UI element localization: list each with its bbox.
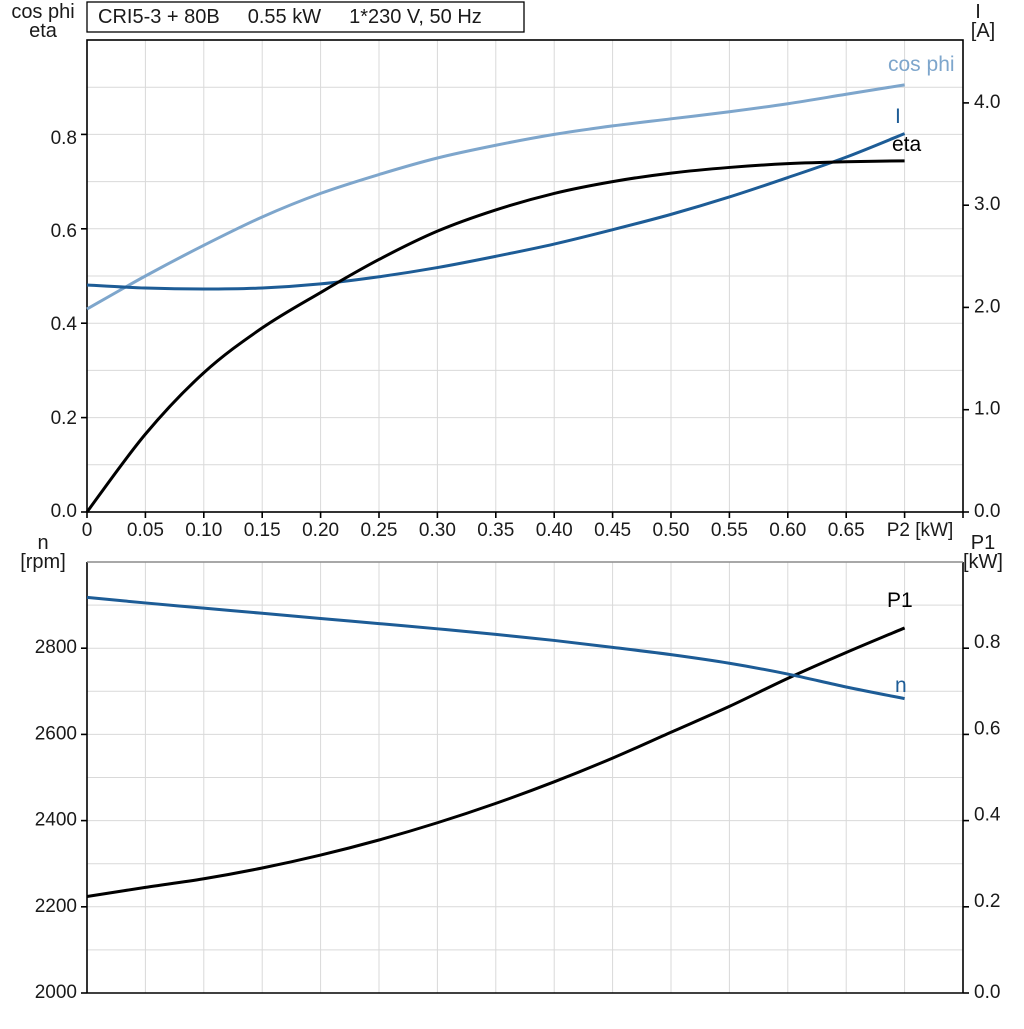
svg-text:0.6: 0.6: [974, 718, 1000, 739]
svg-text:0.55: 0.55: [711, 520, 748, 541]
svg-text:3.0: 3.0: [974, 194, 1000, 215]
svg-text:P2 [kW]: P2 [kW]: [887, 520, 954, 541]
svg-text:2800: 2800: [35, 637, 77, 658]
svg-text:0.8: 0.8: [51, 128, 77, 149]
svg-text:0.0: 0.0: [974, 501, 1000, 522]
svg-text:0.50: 0.50: [653, 520, 690, 541]
svg-text:0.65: 0.65: [828, 520, 865, 541]
svg-text:0.45: 0.45: [594, 520, 631, 541]
svg-text:2000: 2000: [35, 982, 77, 1003]
svg-text:0.20: 0.20: [302, 520, 339, 541]
svg-text:0.4: 0.4: [51, 314, 78, 335]
svg-text:0: 0: [82, 520, 93, 541]
svg-text:0.8: 0.8: [974, 632, 1000, 653]
svg-text:[rpm]: [rpm]: [20, 551, 66, 573]
svg-text:2200: 2200: [35, 896, 77, 917]
svg-text:I: I: [895, 105, 901, 128]
svg-text:0.6: 0.6: [51, 221, 77, 242]
svg-text:2400: 2400: [35, 810, 77, 831]
svg-text:cos phi: cos phi: [888, 53, 955, 76]
svg-text:0.15: 0.15: [244, 520, 281, 541]
svg-text:0.2: 0.2: [974, 891, 1000, 912]
svg-text:0.30: 0.30: [419, 520, 456, 541]
svg-text:0.4: 0.4: [974, 805, 1001, 826]
svg-text:2.0: 2.0: [974, 296, 1000, 317]
svg-text:0.0: 0.0: [51, 501, 77, 522]
svg-text:0.25: 0.25: [361, 520, 398, 541]
svg-text:P1: P1: [887, 589, 913, 612]
svg-text:eta: eta: [29, 20, 58, 42]
svg-text:0.35: 0.35: [477, 520, 514, 541]
svg-text:2600: 2600: [35, 723, 77, 744]
svg-text:[kW]: [kW]: [963, 551, 1003, 573]
svg-text:eta: eta: [892, 133, 922, 156]
svg-text:n: n: [895, 674, 907, 697]
svg-text:0.05: 0.05: [127, 520, 164, 541]
svg-text:0.10: 0.10: [185, 520, 222, 541]
svg-text:1.0: 1.0: [974, 399, 1000, 420]
svg-text:[A]: [A]: [971, 20, 995, 42]
svg-text:0.40: 0.40: [536, 520, 573, 541]
svg-text:0.0: 0.0: [974, 982, 1000, 1003]
svg-text:4.0: 4.0: [974, 92, 1000, 113]
svg-text:0.60: 0.60: [769, 520, 806, 541]
svg-text:0.2: 0.2: [51, 408, 77, 429]
